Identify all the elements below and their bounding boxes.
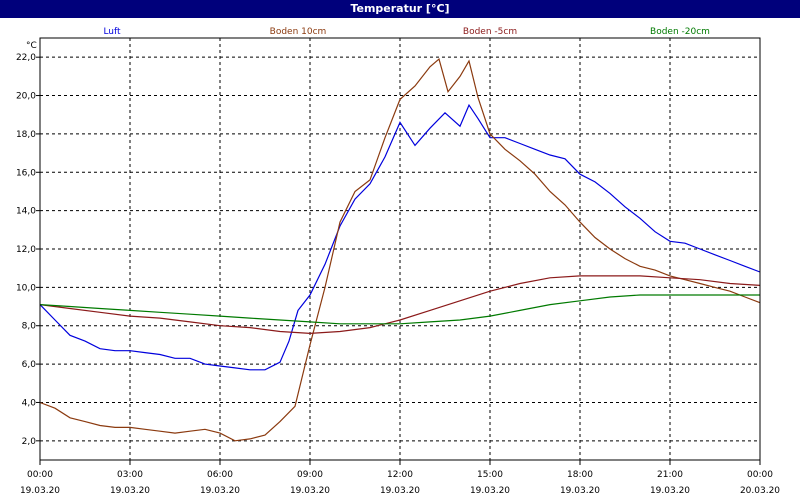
- x-tick-time-label: 06:00: [207, 470, 233, 480]
- y-tick-label: 6,0: [22, 360, 37, 370]
- x-tick-time-label: 12:00: [387, 470, 413, 480]
- series-line-4: [39, 294, 760, 325]
- y-tick-label: 14,0: [16, 207, 36, 217]
- x-tick-time-label: 09:00: [297, 470, 323, 480]
- x-tick-date-label: 19.03.20: [560, 486, 600, 496]
- legend-entry: Boden 10cm: [270, 27, 327, 37]
- chart-title: Temperatur [°C]: [0, 0, 800, 18]
- x-tick-date-label: 20.03.20: [740, 486, 780, 496]
- series-line-1: [39, 103, 761, 371]
- x-tick-date-label: 19.03.20: [470, 486, 510, 496]
- x-tick-date-label: 19.03.20: [650, 486, 690, 496]
- x-tick-time-label: 00:00: [27, 470, 53, 480]
- y-axis-label: °C: [26, 41, 37, 51]
- x-tick-time-label: 15:00: [477, 470, 503, 480]
- y-tick-label: 8,0: [22, 322, 37, 332]
- y-tick-label: 4,0: [22, 398, 37, 408]
- x-tick-time-label: 21:00: [657, 470, 683, 480]
- x-tick-date-label: 19.03.20: [200, 486, 240, 496]
- legend-entry: Boden -5cm: [463, 27, 517, 37]
- x-tick-date-label: 19.03.20: [110, 486, 150, 496]
- series-line-3: [39, 275, 761, 335]
- x-tick-time-label: 03:00: [117, 470, 143, 480]
- y-tick-label: 12,0: [16, 245, 36, 255]
- x-tick-time-label: 18:00: [567, 470, 593, 480]
- legend-entry: Luft: [103, 27, 121, 37]
- x-tick-date-label: 19.03.20: [380, 486, 420, 496]
- series-line-2: [39, 58, 761, 442]
- legend: Luft Boden 10cm Boden -5cm Boden -20cm: [103, 27, 710, 37]
- series-lines: [39, 58, 761, 442]
- x-tick-date-label: 19.03.20: [20, 486, 60, 496]
- x-tick-time-label: 00:00: [747, 470, 773, 480]
- grid: [40, 38, 760, 460]
- y-tick-label: 20,0: [16, 92, 36, 102]
- y-tick-label: 2,0: [22, 437, 37, 447]
- y-tick-label: 10,0: [16, 283, 36, 293]
- y-tick-label: 22,0: [16, 53, 36, 63]
- x-axis: 00:00 19.03.20 03:00 19.03.20 06:00 19.03.20 0…: [20, 460, 780, 496]
- y-tick-label: 18,0: [16, 130, 36, 140]
- y-tick-label: 16,0: [16, 168, 36, 178]
- y-axis: 2,0 4,0 6,0 8,0 10,0 12,0 14,0 16,0 18,0 20,0 22,0: [16, 53, 40, 447]
- x-tick-date-label: 19.03.20: [290, 486, 330, 496]
- temperature-chart: 2,0 4,0 6,0 8,0 10,0 12,0 14,0 16,0 18,0 20,0 22,0…: [16, 27, 780, 496]
- legend-entry: Boden -20cm: [650, 27, 710, 37]
